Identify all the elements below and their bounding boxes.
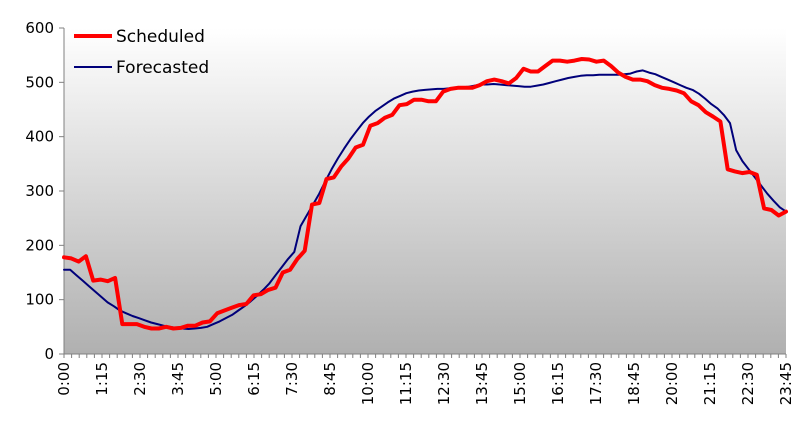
series-line-scheduled bbox=[62, 57, 788, 331]
y-tick-label: 400 bbox=[25, 128, 54, 146]
x-tick-label: 11:15 bbox=[397, 362, 415, 405]
y-tick-label: 0 bbox=[44, 345, 54, 363]
legend: Scheduled Forecasted bbox=[74, 27, 209, 78]
x-tick-label: 10:00 bbox=[359, 362, 377, 405]
x-tick-label: 7:30 bbox=[283, 362, 301, 396]
x-tick-label: 15:00 bbox=[511, 362, 529, 405]
x-tick-label: 5:00 bbox=[207, 362, 225, 396]
legend-label-scheduled: Scheduled bbox=[116, 27, 205, 47]
x-tick-label: 13:45 bbox=[473, 362, 491, 405]
x-tick-label: 12:30 bbox=[435, 362, 453, 405]
x-tick-label: 20:00 bbox=[663, 362, 681, 405]
x-tick-label: 22:30 bbox=[739, 362, 757, 405]
y-tick-label: 100 bbox=[25, 291, 54, 309]
x-tick-label: 17:30 bbox=[587, 362, 605, 405]
plot-area bbox=[64, 28, 786, 354]
y-tick-label: 300 bbox=[25, 182, 54, 200]
x-tick-label: 2:30 bbox=[131, 362, 149, 396]
x-tick-label: 18:45 bbox=[625, 362, 643, 405]
x-tick-label: 1:15 bbox=[93, 362, 111, 396]
x-tick-label: 21:15 bbox=[701, 362, 719, 405]
x-tick-label: 16:15 bbox=[549, 362, 567, 405]
x-tick-label: 6:15 bbox=[245, 362, 263, 396]
legend-label-forecasted: Forecasted bbox=[116, 58, 209, 78]
x-tick-label: 3:45 bbox=[169, 362, 187, 396]
x-tick-label: 0:00 bbox=[55, 362, 73, 396]
x-tick-label: 23:45 bbox=[777, 362, 795, 405]
y-tick-label: 200 bbox=[25, 236, 54, 254]
y-tick-label: 500 bbox=[25, 73, 54, 91]
x-tick-label: 8:45 bbox=[321, 362, 339, 396]
y-tick-label: 600 bbox=[25, 19, 54, 37]
